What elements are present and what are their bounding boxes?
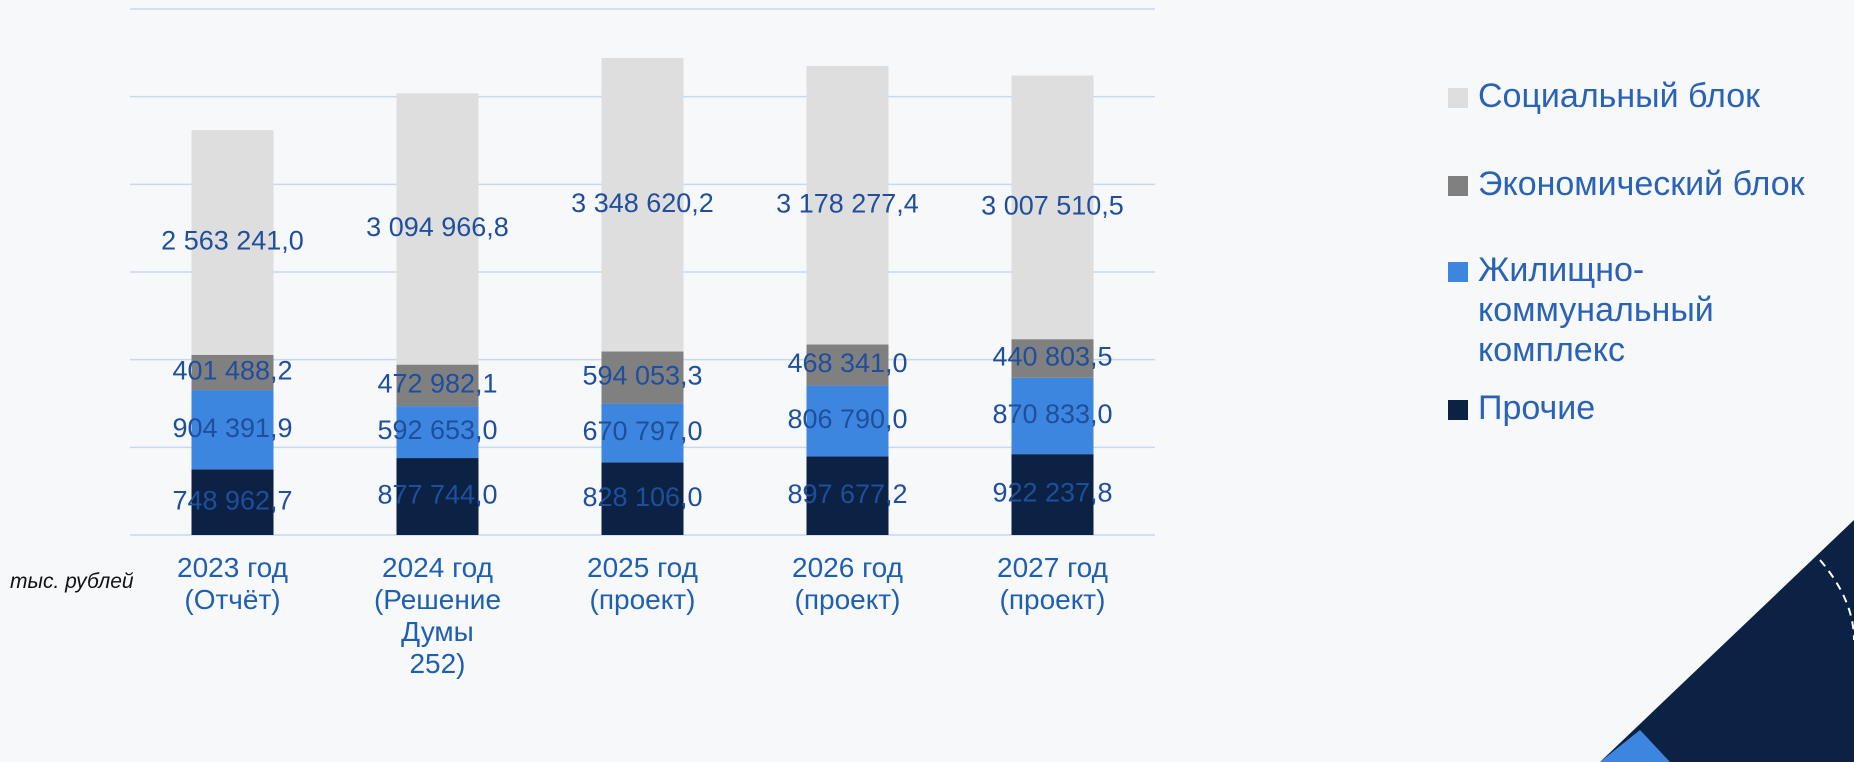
bar-segment	[806, 344, 889, 386]
bar-segment	[1011, 454, 1094, 535]
legend-item: Экономический блок	[1440, 164, 1805, 204]
bar-segment	[191, 390, 274, 470]
bar-segment	[1011, 339, 1094, 378]
value-label: 922 237,8	[992, 478, 1112, 508]
value-label: 3 094 966,8	[366, 212, 509, 242]
x-tick-label: 2026 год (проект)	[792, 552, 903, 615]
legend-swatch	[1448, 176, 1468, 196]
unit-label: тыс. рублей	[10, 570, 134, 593]
legend-swatch	[1448, 262, 1468, 282]
legend-item: Прочие	[1440, 388, 1595, 428]
legend-item: Социальный блок	[1440, 76, 1760, 116]
x-tick-label: 2024 год (Решение Думы 252)	[373, 552, 502, 679]
bar-segment	[601, 351, 684, 404]
bar-segment	[806, 65, 889, 345]
x-tick-label: 2027 год (проект)	[997, 552, 1108, 615]
legend-label: Социальный блок	[1478, 77, 1760, 115]
legend-swatch	[1448, 88, 1468, 108]
value-label: 592 653,0	[377, 415, 497, 445]
value-label: 3 348 620,2	[571, 188, 714, 218]
value-label: 3 007 510,5	[981, 190, 1124, 220]
bar-segment	[806, 385, 889, 457]
x-tick-label: 2023 год (Отчёт)	[177, 552, 288, 615]
value-label: 401 488,2	[172, 356, 292, 386]
value-label: 440 803,5	[992, 342, 1112, 372]
bar-segment	[396, 458, 479, 535]
value-label: 670 797,0	[582, 416, 702, 446]
value-label: 904 391,9	[172, 413, 292, 443]
bar-segment	[1011, 377, 1094, 455]
value-label: 468 341,0	[787, 348, 907, 378]
bar-segment	[601, 403, 684, 463]
legend-label: Экономический блок	[1478, 165, 1805, 203]
bar-segment	[1011, 75, 1094, 340]
bar-segment	[396, 364, 479, 407]
legend-swatch	[1448, 400, 1468, 420]
value-label: 897 677,2	[787, 479, 907, 509]
bar-segment	[191, 354, 274, 391]
bar-segment	[396, 93, 479, 365]
bar-segment	[191, 130, 274, 355]
value-label: 3 178 277,4	[776, 188, 919, 218]
value-label: 806 790,0	[787, 404, 907, 434]
bar-segment	[806, 456, 889, 535]
x-tick-label: 2025 год (проект)	[587, 552, 698, 615]
bar-segment	[191, 469, 274, 535]
value-label: 594 053,3	[582, 361, 702, 391]
bar-segment	[601, 57, 684, 352]
decoration	[1600, 520, 1854, 762]
bar-segment	[601, 462, 684, 535]
legend-item: Жилищно- коммунальный комплекс	[1440, 250, 1714, 370]
value-label: 877 744,0	[377, 480, 497, 510]
value-label: 828 106,0	[582, 482, 702, 512]
value-label: 2 563 241,0	[161, 226, 304, 256]
legend-label: Жилищно- коммунальный комплекс	[1478, 251, 1714, 369]
value-label: 472 982,1	[377, 368, 497, 398]
value-label: 870 833,0	[992, 399, 1112, 429]
legend-label: Прочие	[1478, 389, 1596, 427]
bar-segment	[396, 406, 479, 459]
value-label: 748 962,7	[172, 485, 292, 515]
